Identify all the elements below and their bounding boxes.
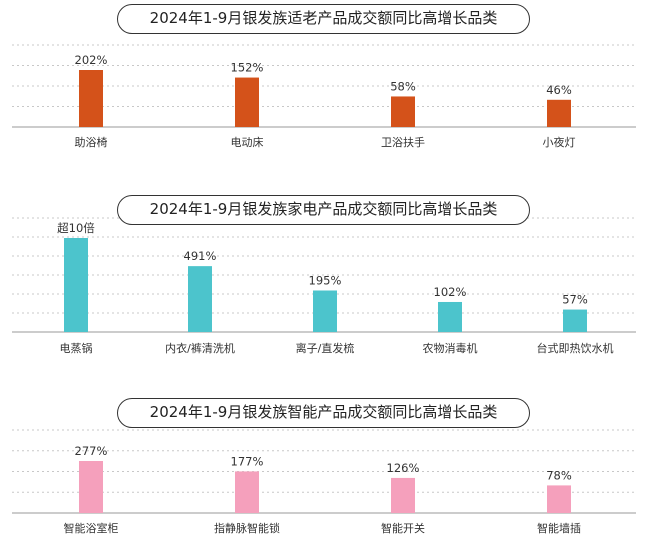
- bar-3: [391, 96, 415, 127]
- bar-2: [235, 77, 259, 127]
- data-label: 277%: [75, 444, 108, 458]
- bar-chart-elderly: 202% 助浴椅 152% 电动床 58% 卫浴扶手 46% 小夜灯: [12, 44, 636, 149]
- data-label: 57%: [562, 293, 588, 307]
- data-label: 58%: [390, 79, 416, 93]
- data-label: 195%: [309, 273, 342, 287]
- data-label: 78%: [546, 468, 572, 482]
- data-label: 491%: [184, 249, 217, 263]
- bar-1: [79, 461, 103, 513]
- chart-title: 2024年1-9月银发族智能产品成交额同比高增长品类: [117, 398, 530, 428]
- category-label: 台式即热饮水机: [537, 341, 614, 355]
- bar-4: [438, 301, 462, 332]
- category-label: 指静脉智能锁: [214, 521, 280, 535]
- category-label: 电蒸锅: [60, 342, 93, 355]
- category-label: 离子/直发梳: [296, 341, 355, 355]
- data-label: 126%: [387, 461, 420, 475]
- bar-5: [563, 309, 587, 332]
- bar-4: [547, 99, 571, 127]
- bar-1: [64, 238, 88, 332]
- category-label: 农物消毒机: [423, 341, 478, 355]
- chart-title: 2024年1-9月银发族家电产品成交额同比高增长品类: [117, 195, 530, 225]
- bar-1: [79, 70, 103, 127]
- data-label: 152%: [231, 61, 264, 75]
- data-label: 102%: [434, 285, 467, 299]
- category-label: 电动床: [231, 135, 264, 149]
- category-label: 内衣/裤清洗机: [165, 341, 235, 355]
- bar-3: [313, 290, 337, 332]
- bar-4: [547, 485, 571, 513]
- data-label: 202%: [75, 53, 108, 67]
- bar-2: [188, 266, 212, 332]
- category-label: 小夜灯: [543, 135, 576, 149]
- category-label: 智能浴室柜: [64, 521, 119, 535]
- chart-title: 2024年1-9月银发族适老产品成交额同比高增长品类: [117, 4, 530, 34]
- data-label: 46%: [546, 83, 572, 97]
- category-label: 智能墙插: [537, 521, 581, 535]
- category-label: 助浴椅: [75, 135, 108, 149]
- bar-2: [235, 471, 259, 513]
- data-label: 超10倍: [57, 221, 95, 235]
- category-label: 卫浴扶手: [381, 135, 425, 149]
- data-label: 177%: [231, 454, 264, 468]
- bar-3: [391, 477, 415, 513]
- category-label: 智能开关: [381, 521, 425, 535]
- panel-elderly-products: 2024年1-9月银发族适老产品成交额同比高增长品类 202% 助浴椅 152% 电动…: [0, 0, 650, 160]
- panel-appliance-products: 2024年1-9月银发族家电产品成交额同比高增长品类 超10倍电蒸锅 491% 内衣…: [12, 195, 636, 355]
